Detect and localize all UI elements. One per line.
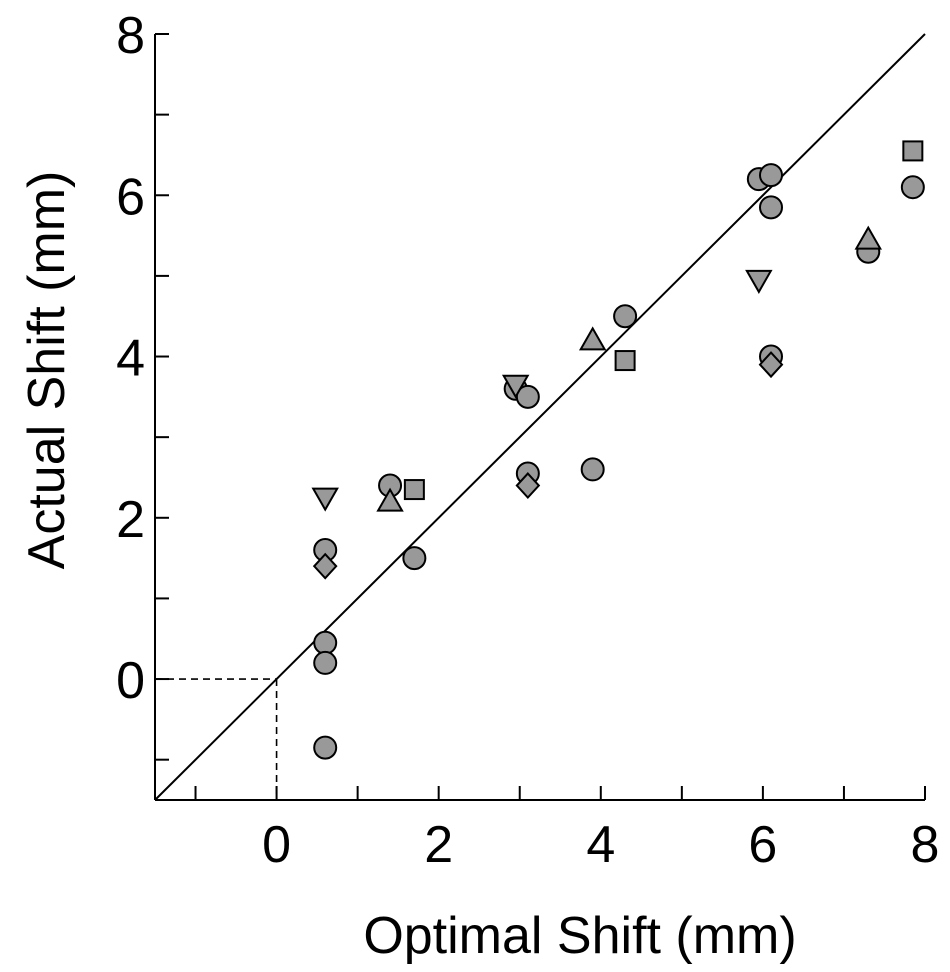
data-point-circle [613, 304, 638, 329]
x-tick-label: 0 [262, 816, 291, 874]
data-point-circle [313, 630, 338, 655]
x-ticks: 0 2 4 6 8 [194, 786, 940, 874]
data-point-triangle-down [745, 269, 773, 294]
data-point-triangle-up [578, 326, 607, 351]
x-tick-label: 8 [911, 816, 940, 874]
y-tick-label: 4 [116, 330, 145, 388]
data-point-circle [402, 546, 427, 571]
data-point-square [902, 140, 924, 162]
data-point-square [403, 479, 425, 501]
data-point-circle [313, 650, 338, 675]
data-point-triangle-up [376, 487, 404, 512]
data-point-triangle-down [501, 374, 530, 399]
data-point-diamond [758, 351, 784, 379]
x-tick-label: 2 [424, 816, 453, 874]
origin-guides [155, 678, 278, 800]
y-tick-label: 6 [116, 168, 145, 226]
data-point-triangle-down [311, 487, 339, 512]
data-point-circle [580, 457, 605, 482]
identity-line-group [154, 33, 926, 801]
data-point-circle [313, 735, 338, 760]
y-tick-label: 8 [116, 7, 145, 65]
data-point-diamond [515, 472, 541, 500]
data-point-triangle-up [854, 225, 882, 250]
y-axis-title: Actual Shift (mm) [18, 171, 76, 570]
x-axis-title: Optimal Shift (mm) [363, 907, 796, 965]
y-ticks: 0 2 4 6 8 [116, 7, 169, 761]
y-tick-label: 0 [116, 652, 145, 710]
data-point-circle [759, 163, 783, 188]
data-points [311, 140, 925, 760]
data-point-diamond [312, 552, 338, 580]
y-tick-label: 2 [116, 491, 145, 549]
data-point-circle [515, 384, 540, 409]
x-tick-label: 4 [586, 816, 615, 874]
data-point-square [614, 350, 636, 372]
axes [154, 34, 925, 801]
data-point-circle [759, 195, 783, 220]
identity-line [154, 33, 926, 801]
data-point-circle [900, 175, 925, 200]
x-tick-label: 6 [748, 816, 777, 874]
